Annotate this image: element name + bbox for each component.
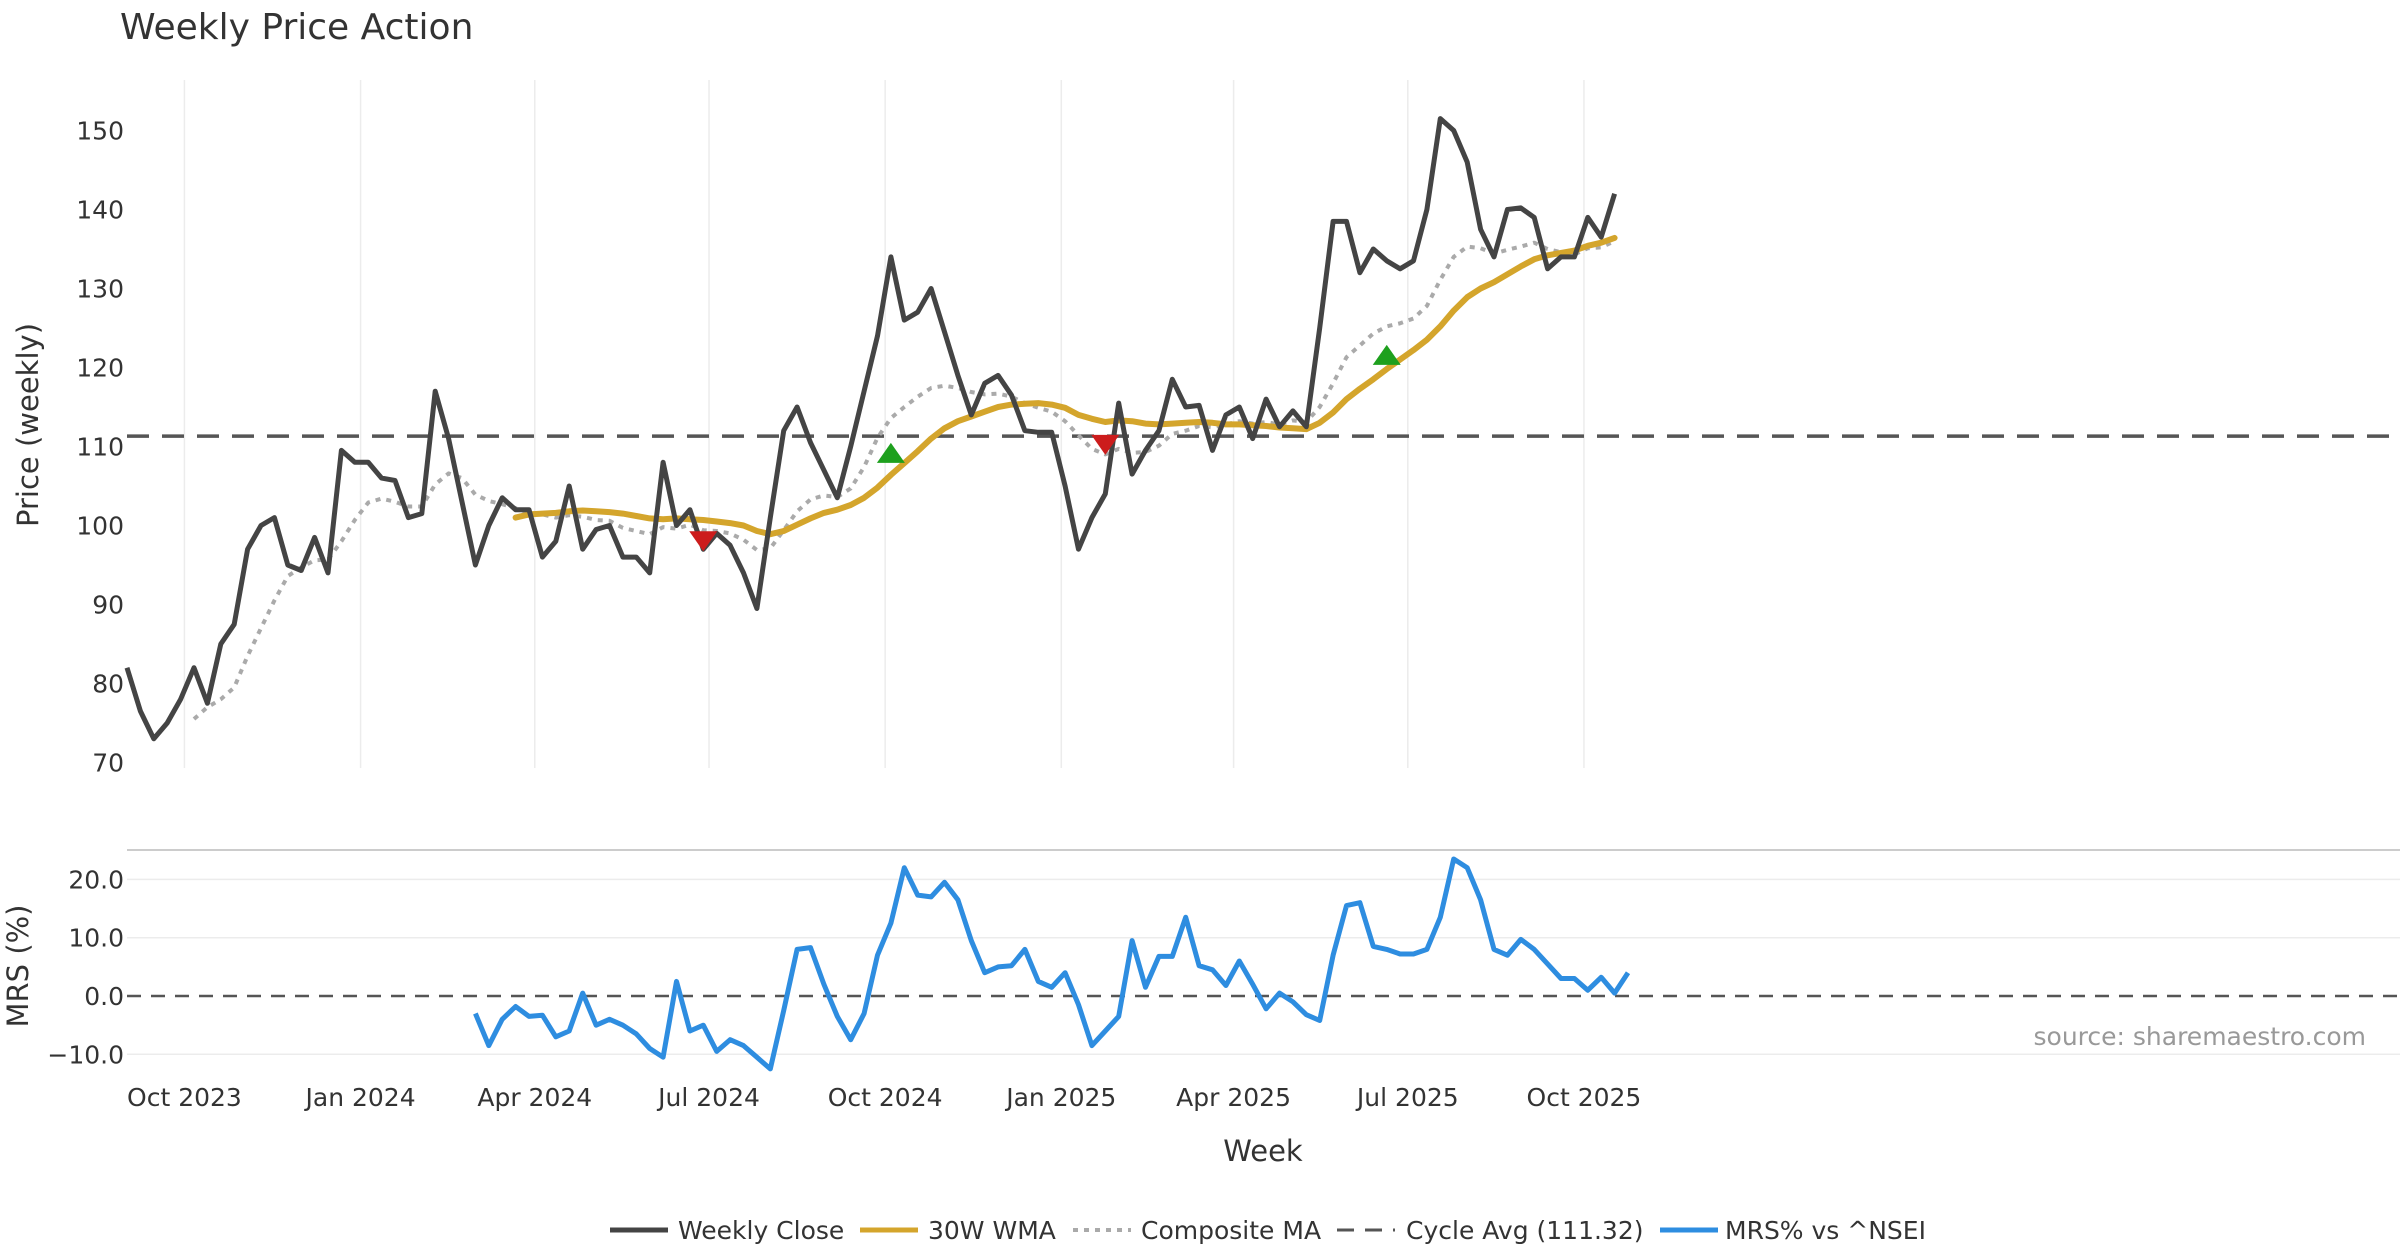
mrs-y-tick-label: −10.0 <box>47 1040 124 1069</box>
legend-item-cycle-avg: Cycle Avg (111.32) <box>1337 1216 1644 1245</box>
mrs-y-tick-label: 10.0 <box>68 924 124 953</box>
x-tick-label: Jul 2024 <box>656 1083 760 1112</box>
buy-signal-marker <box>876 442 905 463</box>
svg-text:Weekly Close: Weekly Close <box>678 1216 844 1245</box>
series-mrs <box>473 856 1631 1072</box>
main-y-tick-label: 140 <box>76 196 124 225</box>
x-tick-label: Apr 2024 <box>477 1083 592 1112</box>
x-tick-label: Oct 2025 <box>1527 1083 1642 1112</box>
series-composite-ma <box>192 239 1616 721</box>
legend-item-mrs: MRS% vs ^NSEI <box>1660 1216 1926 1245</box>
mrs-series <box>473 856 1631 1072</box>
signal-markers <box>689 344 1401 552</box>
x-axis-label: Week <box>1223 1134 1303 1168</box>
x-tick-label: Oct 2023 <box>127 1083 242 1112</box>
legend-item-composite-ma: Composite MA <box>1073 1216 1321 1245</box>
chart-title: Weekly Price Action <box>120 7 473 48</box>
x-tick-label: Apr 2025 <box>1176 1083 1291 1112</box>
main-grid <box>183 80 1585 768</box>
mrs-panel: 20.0 10.0 0.0 −10.0 <box>47 849 2400 1072</box>
main-y-tick-label: 70 <box>92 749 124 778</box>
mrs-y-axis-label: MRS (%) <box>1 905 35 1028</box>
mrs-y-ticks: 20.0 10.0 0.0 −10.0 <box>47 865 124 1069</box>
main-y-ticks: 70 80 90 100 110 120 130 140 150 <box>76 117 124 778</box>
main-y-tick-label: 80 <box>92 670 124 699</box>
legend-item-weekly-close: Weekly Close <box>610 1216 844 1245</box>
x-tick-labels: Oct 2023 Jan 2024 Apr 2024 Jul 2024 Oct 2024… <box>127 1083 1641 1112</box>
main-price-panel: 70 80 90 100 110 120 130 140 150 <box>76 80 2400 778</box>
mrs-y-tick-label: 20.0 <box>68 865 124 894</box>
legend: Weekly Close 30W WMA Composite MA Cycle … <box>610 1216 1926 1245</box>
main-y-tick-label: 90 <box>92 591 124 620</box>
mrs-grid <box>127 849 2400 1056</box>
svg-text:Cycle Avg (111.32): Cycle Avg (111.32) <box>1406 1216 1644 1245</box>
buy-signal-marker <box>1372 344 1401 365</box>
main-series <box>124 116 1618 742</box>
series-weekly-close <box>124 116 1617 742</box>
x-tick-label: Oct 2024 <box>828 1083 943 1112</box>
series-30w-wma <box>512 234 1618 538</box>
mrs-y-tick-label: 0.0 <box>84 982 124 1011</box>
sell-signal-marker <box>689 531 718 552</box>
main-y-tick-label: 120 <box>76 354 124 383</box>
main-y-axis-label: Price (weekly) <box>11 323 45 527</box>
main-y-tick-label: 100 <box>76 512 124 541</box>
x-tick-label: Jan 2025 <box>1004 1083 1116 1112</box>
svg-text:30W WMA: 30W WMA <box>928 1216 1056 1245</box>
svg-text:Composite MA: Composite MA <box>1141 1216 1321 1245</box>
main-y-tick-label: 130 <box>76 275 124 304</box>
source-annotation: source: sharemaestro.com <box>2034 1022 2367 1051</box>
x-tick-label: Jul 2025 <box>1355 1083 1459 1112</box>
main-y-tick-label: 150 <box>76 117 124 146</box>
svg-text:MRS% vs ^NSEI: MRS% vs ^NSEI <box>1725 1216 1926 1245</box>
legend-item-30w-wma: 30W WMA <box>860 1216 1056 1245</box>
main-y-tick-label: 110 <box>76 433 124 462</box>
x-tick-label: Jan 2024 <box>304 1083 416 1112</box>
sell-signal-marker <box>1091 434 1120 455</box>
